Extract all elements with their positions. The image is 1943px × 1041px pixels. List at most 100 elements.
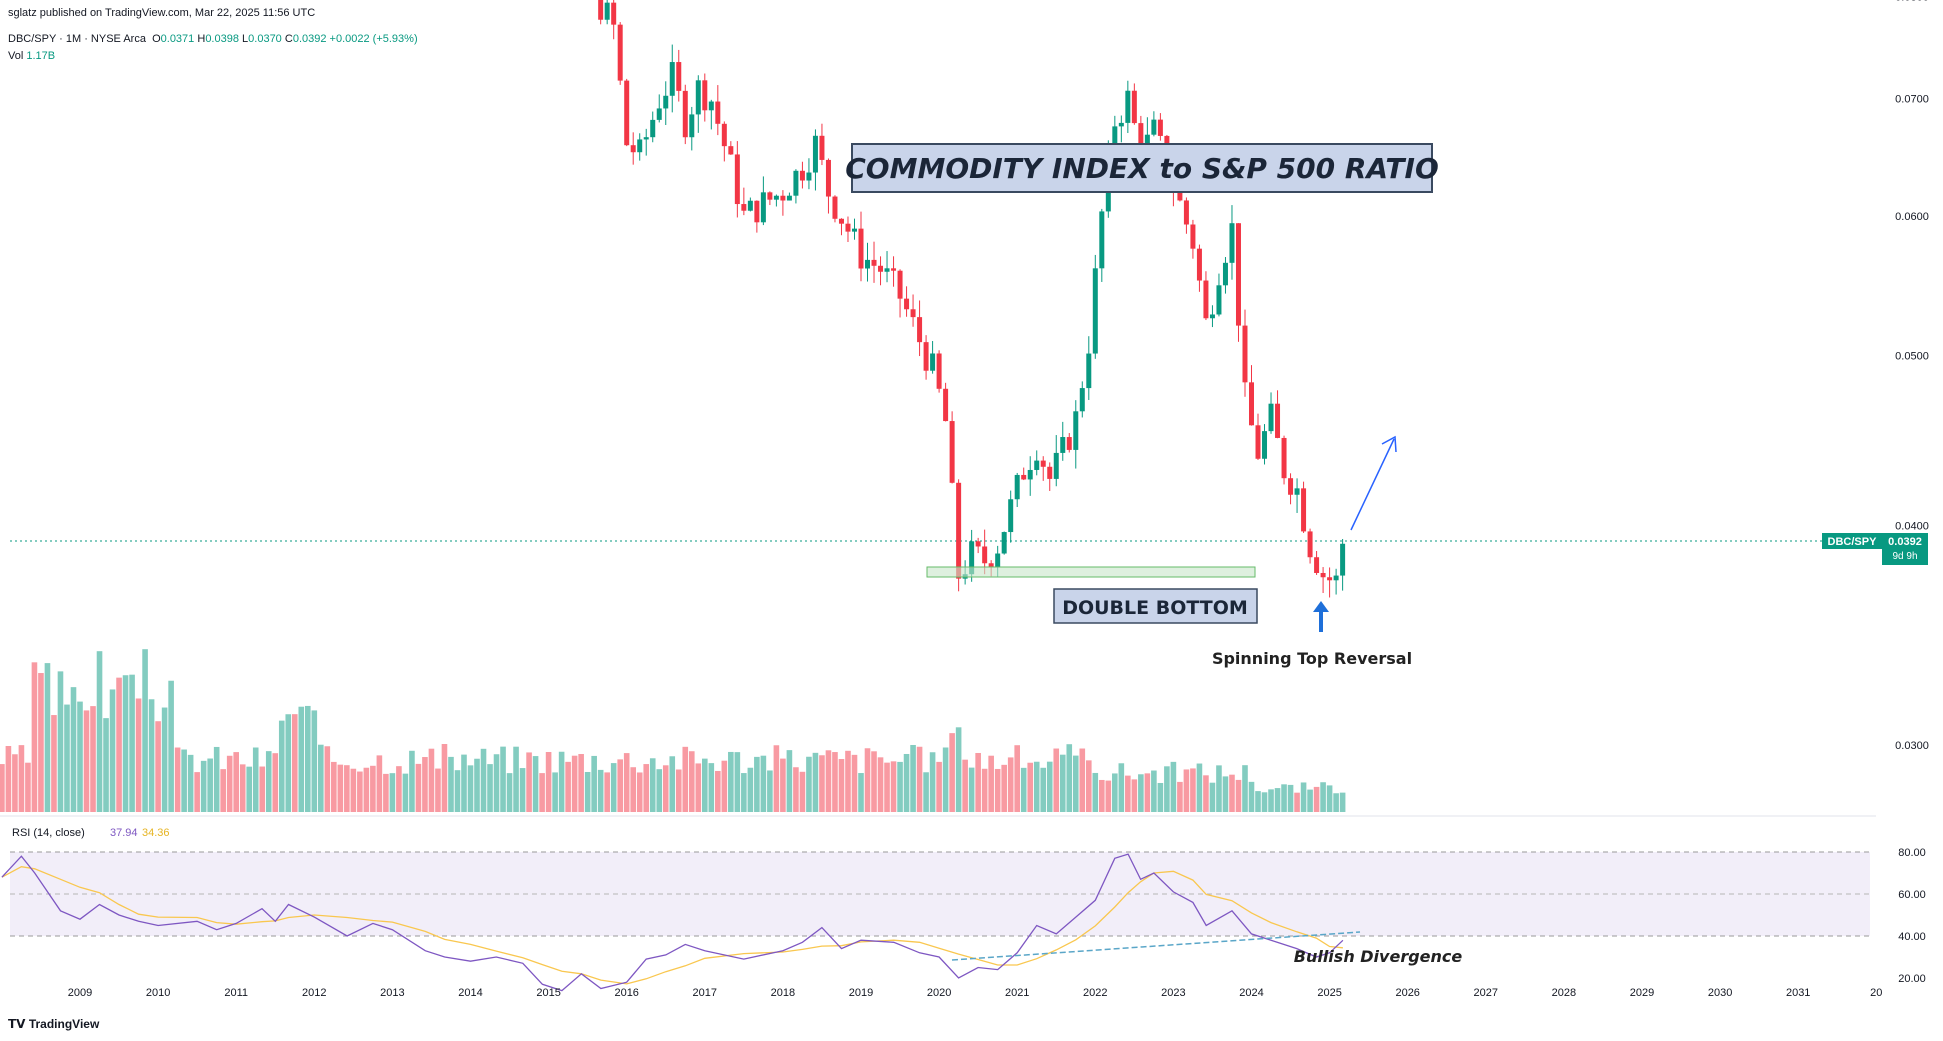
volume-bar — [194, 772, 200, 812]
volume-bar — [942, 747, 949, 812]
price-candles — [598, 0, 1346, 598]
volume-bar — [682, 746, 689, 812]
volume-bar — [246, 766, 253, 812]
candle-body — [949, 421, 955, 483]
rsi-axis: 20.00 40.00 60.00 80.00 — [1898, 847, 1926, 985]
volume-bar — [239, 764, 246, 812]
price-tick-label: 0.0400 — [1895, 521, 1929, 533]
divergence-line — [951, 931, 1361, 961]
symbol-tag — [1822, 533, 1882, 549]
volume-bar — [168, 680, 174, 812]
price-axis: 0.03000.04000.05000.06000.07000.08000.09… — [1895, 0, 1929, 752]
volume-bar — [558, 751, 565, 812]
volume-bar — [975, 752, 981, 812]
change-value: +0.0022 (+5.93%) — [329, 33, 418, 45]
volume-bar — [532, 756, 539, 812]
candle-body — [884, 268, 890, 272]
volume-bar — [773, 745, 780, 812]
candle-body — [767, 192, 773, 200]
candle-body — [1262, 431, 1268, 459]
candle-body — [897, 270, 903, 299]
volume-bar — [584, 771, 591, 812]
high-value: 0.0398 — [205, 33, 239, 45]
volume-bar — [838, 759, 845, 812]
candle-body — [975, 541, 981, 547]
candle-body — [1288, 478, 1294, 495]
volume-bar — [226, 755, 233, 812]
candle-body — [1047, 466, 1053, 479]
volume-bar — [877, 757, 884, 812]
candle-body — [741, 204, 747, 211]
volume-bar — [187, 754, 194, 812]
rsi-ma-line — [1, 866, 1343, 985]
time-tick-label: 2028 — [1552, 987, 1576, 999]
volume-bar — [1131, 779, 1138, 812]
volume-bar — [1053, 748, 1060, 812]
volume-bar — [994, 768, 1001, 812]
volume-bar — [422, 757, 428, 812]
candle-body — [650, 119, 656, 138]
candle-body — [923, 342, 929, 371]
projection-arrow-head — [1381, 435, 1397, 453]
candle-body — [1001, 532, 1007, 554]
volume-bar — [721, 760, 728, 812]
volume-bar — [135, 698, 142, 812]
volume-bar — [897, 761, 903, 812]
volume-bar — [1339, 792, 1346, 812]
volume-bar — [389, 773, 396, 812]
time-tick-label: 2030 — [1708, 987, 1732, 999]
candle-body — [1099, 211, 1105, 269]
volume-bar — [806, 756, 812, 812]
volume-bar — [903, 753, 910, 812]
candle-body — [643, 137, 649, 140]
candle-body — [715, 101, 721, 124]
volume-bar — [565, 761, 571, 812]
volume-bar — [142, 649, 148, 812]
volume-bar — [18, 745, 25, 812]
brand-icon: 𝗧𝗩 — [8, 1017, 26, 1031]
symbol-label: DBC/SPY · 1M · NYSE Arca — [8, 33, 146, 45]
volume-bar — [487, 764, 493, 812]
double-bottom-box — [1053, 588, 1258, 624]
volume-bar — [161, 707, 168, 812]
volume-bar — [500, 746, 506, 812]
volume-bar — [636, 772, 643, 812]
candle-body — [1092, 268, 1098, 354]
volume-bar — [1092, 772, 1099, 812]
volume-bar — [259, 766, 266, 812]
time-tick-label: 2022 — [1083, 987, 1107, 999]
volume-bar — [832, 752, 838, 812]
volume-bar — [793, 767, 799, 812]
time-tick-label: 2021 — [1005, 987, 1029, 999]
volume-bar — [174, 747, 181, 812]
volume-bar — [129, 674, 135, 812]
volume-bar — [591, 755, 597, 812]
candle-body — [1040, 460, 1046, 467]
candle-body — [969, 541, 975, 575]
volume-bar — [949, 733, 955, 812]
rsi-tick-label: 80.00 — [1898, 847, 1926, 859]
volume-bar — [754, 756, 760, 812]
candle-body — [943, 388, 949, 422]
candle-body — [721, 123, 727, 147]
volume-bar — [370, 765, 376, 812]
volume-bar — [220, 769, 226, 812]
volume-bar — [604, 772, 610, 812]
volume-bar — [44, 663, 51, 812]
time-tick-label: 2016 — [614, 987, 638, 999]
candle-body — [624, 80, 630, 146]
volume-bar — [337, 764, 344, 812]
rsi-tick-label: 60.00 — [1898, 889, 1926, 901]
volume-bar — [1033, 761, 1040, 812]
candle-body — [1255, 425, 1261, 459]
candle-body — [611, 2, 617, 25]
volume-bar — [1216, 765, 1222, 812]
volume-bar — [480, 748, 487, 812]
candle-body — [695, 80, 701, 115]
volume-bar — [728, 751, 734, 812]
candle-body — [891, 268, 897, 271]
candle-body — [598, 0, 604, 20]
volume-bar — [1014, 745, 1020, 812]
candle-body — [663, 95, 669, 109]
